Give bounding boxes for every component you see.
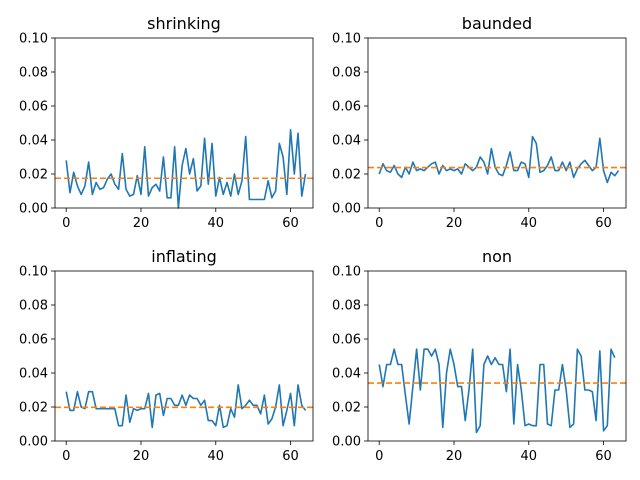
x-tick-label: 40 <box>521 449 538 464</box>
y-tick-label: 0.06 <box>19 100 48 115</box>
y-tick-label: 0.08 <box>332 299 361 314</box>
y-tick-label: 0.06 <box>332 100 361 115</box>
subplot-title: baunded <box>462 14 532 33</box>
subplot-4: non 0.00 0.02 0.04 0.06 0.08 0.10 0 20 40 60 <box>332 247 627 464</box>
y-tick-label: 0.00 <box>19 202 48 217</box>
y-tick-label: 0.02 <box>19 168 48 183</box>
y-tick-label: 0.00 <box>332 435 361 450</box>
y-tick-label: 0.04 <box>332 367 361 382</box>
y-tick-label: 0.02 <box>332 168 361 183</box>
x-tick-label: 40 <box>208 449 225 464</box>
x-tick-label: 40 <box>208 216 225 231</box>
subplot-1: shrinking 0.00 0.02 0.04 0.06 0.08 0.10 0 20 40 60 <box>19 14 314 231</box>
series-line <box>65 384 307 429</box>
y-tick-label: 0.08 <box>19 66 48 81</box>
y-tick-label: 0.04 <box>19 367 48 382</box>
series-line <box>378 348 616 434</box>
series-line <box>65 129 307 209</box>
x-tick-label: 60 <box>282 449 299 464</box>
plot-frame <box>367 37 627 209</box>
x-tick-label: 20 <box>446 449 463 464</box>
y-tick-label: 0.00 <box>19 435 48 450</box>
plot-frame <box>54 270 314 442</box>
y-tick-label: 0.02 <box>332 401 361 416</box>
plot-frame <box>367 270 627 442</box>
x-tick-label: 0 <box>62 449 70 464</box>
x-tick-label: 20 <box>133 216 150 231</box>
y-tick-label: 0.02 <box>19 401 48 416</box>
y-tick-label: 0.00 <box>332 202 361 217</box>
plot-frame <box>54 37 314 209</box>
subplot-title: inflating <box>151 247 216 266</box>
y-tick-label: 0.10 <box>332 32 361 47</box>
y-tick-label: 0.10 <box>19 32 48 47</box>
y-tick-label: 0.06 <box>332 333 361 348</box>
y-tick-label: 0.10 <box>19 265 48 280</box>
subplot-3: inflating 0.00 0.02 0.04 0.06 0.08 0.10 0 20 40 60 <box>19 247 314 464</box>
x-tick-label: 60 <box>595 449 612 464</box>
y-tick-label: 0.10 <box>332 265 361 280</box>
series-line <box>378 135 620 184</box>
y-tick-label: 0.04 <box>332 134 361 149</box>
x-tick-label: 0 <box>62 216 70 231</box>
x-tick-label: 60 <box>595 216 612 231</box>
x-tick-label: 0 <box>375 449 383 464</box>
y-tick-label: 0.06 <box>19 333 48 348</box>
x-tick-label: 40 <box>521 216 538 231</box>
x-tick-label: 0 <box>375 216 383 231</box>
x-tick-label: 20 <box>133 449 150 464</box>
x-tick-label: 20 <box>446 216 463 231</box>
subplot-title: shrinking <box>147 14 221 33</box>
subplot-title: non <box>482 247 512 266</box>
y-tick-label: 0.04 <box>19 134 48 149</box>
y-tick-label: 0.08 <box>19 299 48 314</box>
subplot-2: baunded 0.00 0.02 0.04 0.06 0.08 0.10 0 20 40 60 <box>332 14 627 231</box>
y-tick-label: 0.08 <box>332 66 361 81</box>
x-tick-label: 60 <box>282 216 299 231</box>
